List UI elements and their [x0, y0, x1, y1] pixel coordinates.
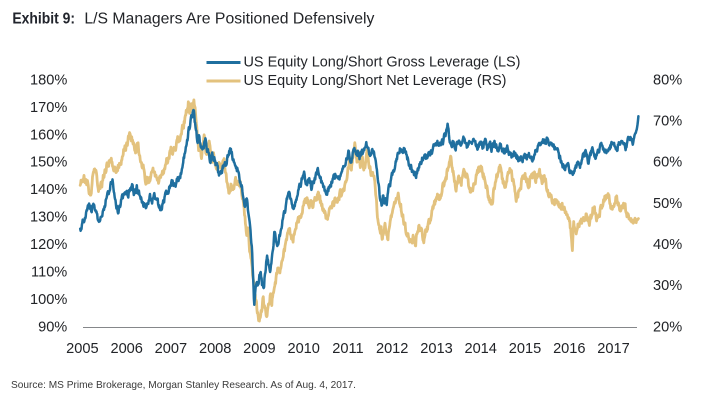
svg-text:2016: 2016 [553, 341, 585, 357]
svg-text:2015: 2015 [509, 341, 541, 357]
svg-text:90%: 90% [38, 319, 67, 335]
svg-text:160%: 160% [30, 127, 67, 143]
svg-text:Source: MS Prime Brokerage, Mo: Source: MS Prime Brokerage, Morgan Stanl… [11, 379, 356, 391]
svg-text:70%: 70% [653, 114, 682, 130]
svg-text:170%: 170% [30, 100, 67, 116]
svg-text:60%: 60% [653, 155, 682, 171]
svg-text:L/S Managers Are Positioned De: L/S Managers Are Positioned Defensively [84, 10, 374, 27]
svg-text:130%: 130% [30, 210, 67, 226]
svg-text:2011: 2011 [332, 341, 363, 357]
svg-text:2007: 2007 [155, 341, 187, 357]
svg-text:2013: 2013 [420, 341, 452, 357]
svg-text:2014: 2014 [464, 341, 496, 357]
svg-text:2017: 2017 [597, 341, 629, 357]
svg-text:120%: 120% [30, 237, 67, 253]
svg-text:2006: 2006 [110, 341, 142, 357]
svg-text:US Equity Long/Short Gross Lev: US Equity Long/Short Gross Leverage (LS) [244, 53, 521, 70]
svg-text:140%: 140% [30, 182, 67, 198]
svg-text:Exhibit 9:: Exhibit 9: [12, 10, 75, 27]
svg-text:110%: 110% [31, 265, 67, 281]
svg-text:US Equity Long/Short Net Lever: US Equity Long/Short Net Leverage (RS) [244, 72, 507, 89]
svg-text:150%: 150% [30, 155, 67, 171]
svg-text:40%: 40% [653, 237, 682, 253]
svg-text:2012: 2012 [376, 341, 408, 357]
svg-text:20%: 20% [653, 319, 682, 335]
svg-text:80%: 80% [653, 72, 682, 88]
svg-text:2005: 2005 [66, 341, 98, 357]
svg-text:50%: 50% [653, 196, 682, 212]
svg-text:100%: 100% [30, 292, 67, 308]
svg-text:2009: 2009 [243, 341, 275, 357]
svg-text:180%: 180% [30, 72, 67, 88]
svg-text:2010: 2010 [287, 341, 319, 357]
svg-text:2008: 2008 [199, 341, 231, 357]
svg-text:30%: 30% [653, 278, 682, 294]
